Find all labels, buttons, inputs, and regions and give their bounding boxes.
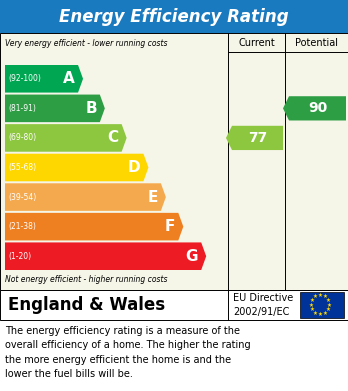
Text: 90: 90 [308,101,327,115]
Bar [0,290,348,320]
Text: G: G [186,249,198,264]
Polygon shape [226,126,283,150]
Bar [300,292,344,318]
Polygon shape [5,124,127,152]
Bar [0,33,348,290]
Polygon shape [5,183,166,211]
Text: F: F [165,219,175,234]
Text: (92-100): (92-100) [8,74,41,83]
Text: ★: ★ [308,303,313,307]
Text: (81-91): (81-91) [8,104,36,113]
Text: Energy Efficiency Rating: Energy Efficiency Rating [59,7,289,25]
Text: ★: ★ [318,312,323,317]
Text: ★: ★ [309,298,314,303]
Text: England & Wales: England & Wales [8,296,165,314]
Text: EU Directive
2002/91/EC: EU Directive 2002/91/EC [233,293,293,317]
Text: (55-68): (55-68) [8,163,36,172]
Text: ★: ★ [322,294,327,300]
Text: ★: ★ [309,307,314,312]
Text: ★: ★ [326,298,331,303]
Text: ★: ★ [318,293,323,298]
Polygon shape [5,65,83,93]
Text: ★: ★ [327,303,332,307]
Text: Very energy efficient - lower running costs: Very energy efficient - lower running co… [5,39,167,48]
Polygon shape [5,95,105,122]
Text: D: D [128,160,141,175]
Text: (69-80): (69-80) [8,133,36,142]
Text: The energy efficiency rating is a measure of the
overall efficiency of a home. T: The energy efficiency rating is a measur… [5,326,251,379]
Text: ★: ★ [313,294,318,300]
Polygon shape [5,213,183,240]
Polygon shape [5,154,149,181]
Text: B: B [85,101,97,116]
Text: (39-54): (39-54) [8,193,36,202]
Text: E: E [148,190,158,204]
Polygon shape [283,96,346,120]
Text: ★: ★ [326,307,331,312]
Text: ★: ★ [322,310,327,316]
Text: C: C [108,131,119,145]
Text: (1-20): (1-20) [8,252,31,261]
Text: Potential: Potential [295,38,338,47]
Text: A: A [63,71,75,86]
Text: ★: ★ [313,310,318,316]
Text: Current: Current [238,38,275,47]
Polygon shape [5,242,206,270]
Bar [0,0,348,33]
Text: 77: 77 [248,131,267,145]
Text: (21-38): (21-38) [8,222,36,231]
Text: Not energy efficient - higher running costs: Not energy efficient - higher running co… [5,275,167,284]
